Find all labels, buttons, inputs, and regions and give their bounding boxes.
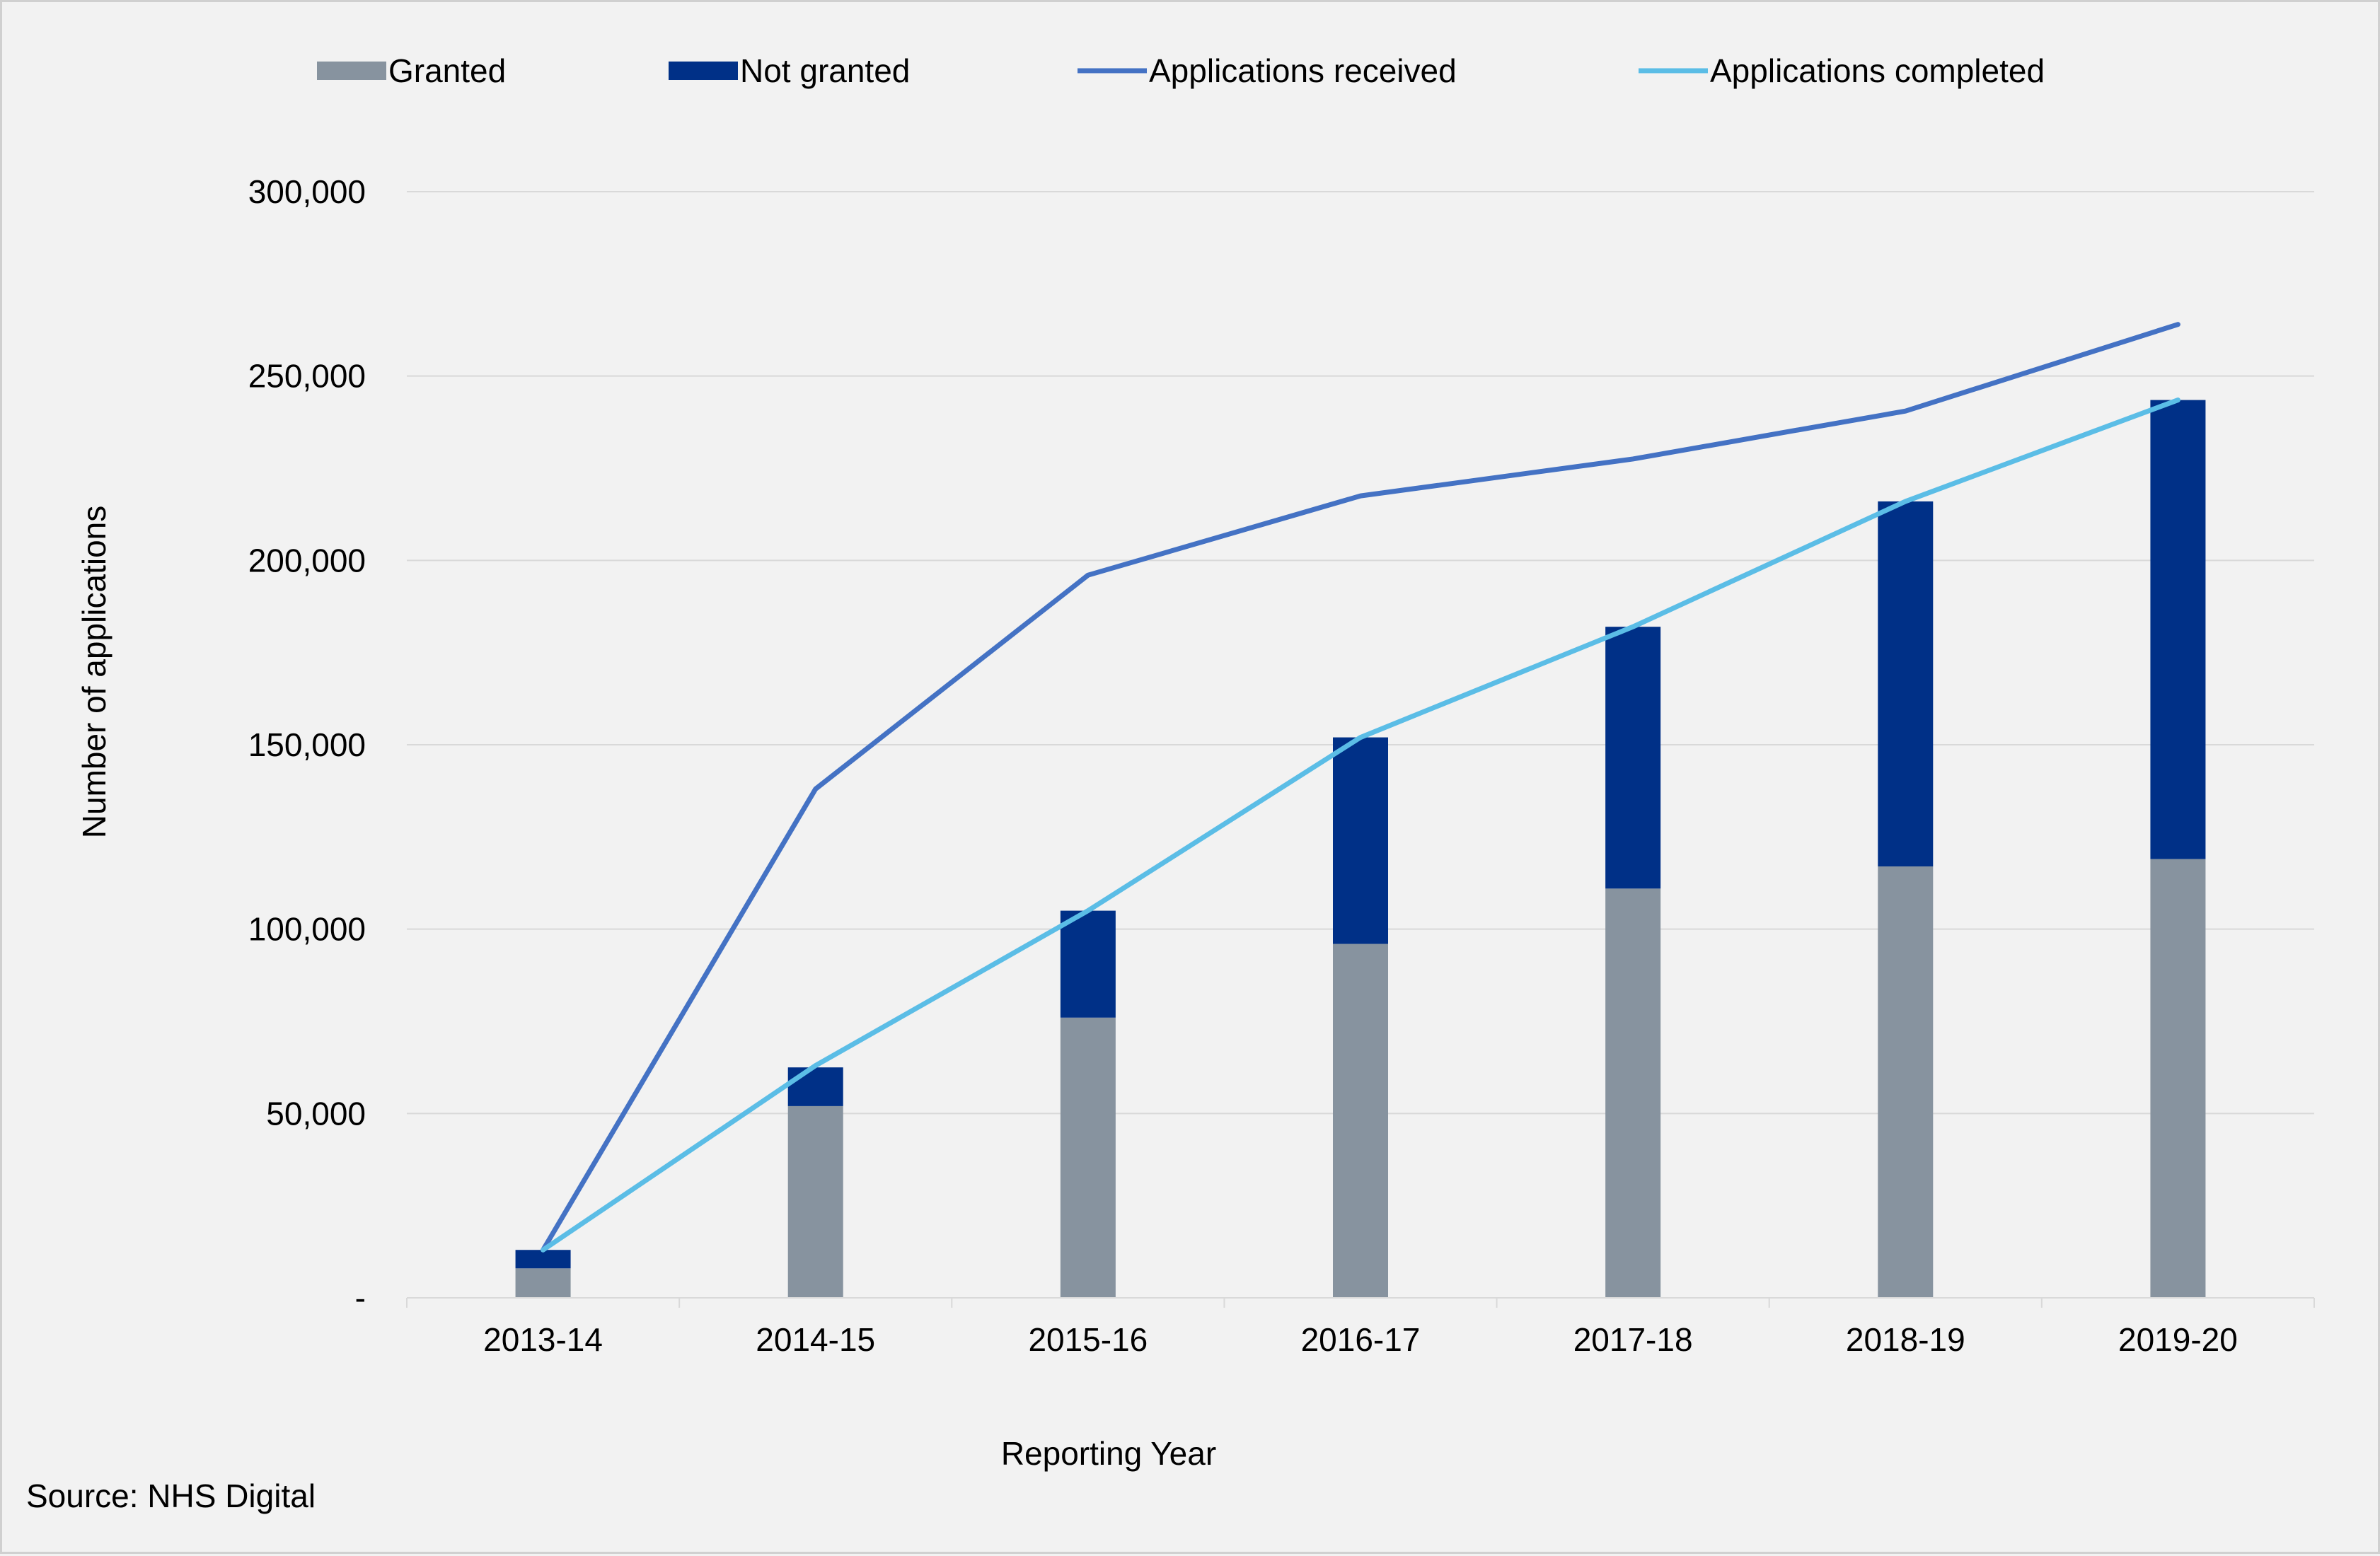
- y-axis-label: Number of applications: [76, 506, 112, 838]
- lines: [541, 322, 2180, 1253]
- x-axis-label: Reporting Year: [1001, 1435, 1216, 1472]
- bar-not-granted: [787, 1067, 843, 1106]
- legend-swatch: [669, 62, 738, 80]
- bar-granted: [1605, 888, 1661, 1298]
- x-tick-label: 2018-19: [1846, 1321, 1965, 1358]
- y-tick-label: 150,000: [248, 726, 366, 763]
- bar-not-granted: [1333, 737, 1388, 944]
- bar-granted: [2150, 859, 2206, 1298]
- x-axis: 2013-14 2014-15 2015-16 2016-17 2017-18 2018-…: [406, 1297, 2315, 1358]
- legend: Granted Not granted Applications received A…: [317, 52, 2045, 89]
- bars: [515, 400, 2206, 1298]
- bar-not-granted: [1060, 910, 1116, 1018]
- legend-label: Applications received: [1149, 52, 1457, 89]
- legend-label: Applications completed: [1710, 52, 2045, 89]
- x-tick-label: 2019-20: [2118, 1321, 2238, 1358]
- bar-granted: [1060, 1017, 1116, 1298]
- legend-label: Granted: [388, 52, 506, 89]
- legend-swatch: [317, 62, 386, 80]
- bar-granted: [1333, 944, 1388, 1298]
- y-tick-label: -: [355, 1279, 366, 1316]
- bar-not-granted: [1878, 501, 1934, 867]
- legend-label: Not granted: [740, 52, 910, 89]
- bar-not-granted: [515, 1250, 571, 1269]
- y-tick-label: 250,000: [248, 358, 366, 395]
- bar-granted: [787, 1105, 843, 1298]
- source-note: Source: NHS Digital: [26, 1477, 316, 1514]
- bar-granted: [1878, 866, 1934, 1298]
- y-tick-label: 50,000: [266, 1095, 366, 1132]
- bar-granted: [515, 1268, 571, 1298]
- y-tick-label: 300,000: [248, 173, 366, 210]
- x-tick-label: 2017-18: [1573, 1321, 1693, 1358]
- x-tick-label: 2015-16: [1028, 1321, 1148, 1358]
- y-tick-label: 200,000: [248, 542, 366, 579]
- x-tick-label: 2014-15: [756, 1321, 875, 1358]
- line-applications-received: [541, 322, 2180, 1253]
- y-axis: - 50,000 100,000 150,000 200,000 250,000 300,0…: [248, 173, 366, 1316]
- x-tick-label: 2013-14: [483, 1321, 603, 1358]
- line-applications-completed: [541, 397, 2180, 1253]
- y-tick-label: 100,000: [248, 911, 366, 948]
- bar-not-granted: [2150, 400, 2206, 859]
- bar-not-granted: [1605, 627, 1661, 889]
- x-tick-label: 2016-17: [1301, 1321, 1421, 1358]
